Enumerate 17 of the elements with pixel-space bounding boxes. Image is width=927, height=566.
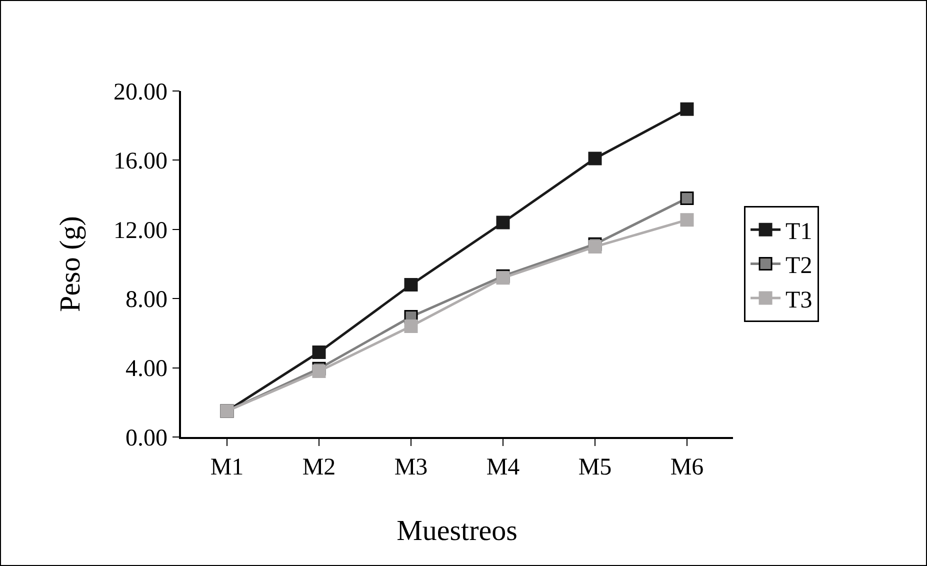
x-tick-label: M6 (670, 454, 704, 481)
y-tick-label: 4.00 (125, 356, 168, 382)
x-tick-label: M3 (394, 454, 428, 481)
y-tick-label: 0.00 (125, 425, 168, 452)
y-tick-label: 20.00 (113, 79, 168, 106)
legend-label: T2 (786, 253, 812, 280)
legend-label: T3 (786, 287, 812, 314)
y-tick-label: 8.00 (125, 287, 168, 313)
y-tick-label: 16.00 (113, 148, 168, 175)
x-tick-label: M4 (486, 454, 520, 481)
x-tick-label: M5 (578, 454, 612, 481)
legend-label: T1 (786, 218, 812, 245)
x-tick-label: M1 (210, 454, 244, 481)
y-tick-label: 12.00 (113, 218, 168, 244)
y-axis-title: Peso (g) (54, 216, 86, 312)
x-tick-label: M2 (302, 454, 336, 481)
x-axis-title: Muestreos (396, 514, 518, 547)
